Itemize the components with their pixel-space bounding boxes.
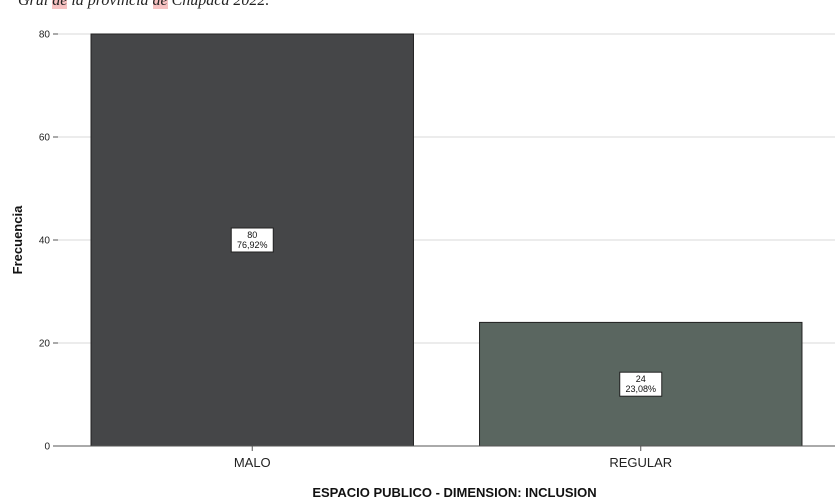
figure-caption: Grul de la provincia de Chupaca 2022. [18, 0, 269, 10]
data-label-box [619, 371, 663, 397]
caption-highlight-2: de [152, 0, 168, 9]
x-axis-title: ESPACIO PUBLICO - DIMENSION: INCLUSION [312, 485, 596, 500]
data-label-count: 80 [247, 230, 257, 240]
y-tick-label: 20 [39, 339, 51, 350]
data-label-box [230, 227, 274, 253]
caption-highlight-1: de [52, 0, 68, 9]
x-axis-ticks: MALO REGULAR [234, 446, 672, 470]
caption-part-3: la provincia [67, 0, 153, 9]
y-tick-label: 40 [39, 236, 51, 247]
y-axis-ticks: 0 20 40 60 80 [39, 30, 58, 453]
data-label-count: 24 [636, 374, 646, 384]
data-label-percent: 76,92% [237, 240, 268, 250]
caption-part-1: Grul [18, 0, 53, 9]
y-axis-title: Frecuencia [10, 205, 25, 274]
y-tick-label: 80 [39, 30, 51, 41]
x-tick-label-regular: REGULAR [609, 455, 672, 470]
bars [90, 33, 803, 447]
y-tick-label: 0 [44, 442, 50, 453]
x-tick-label-malo: MALO [234, 455, 271, 470]
caption-part-5: Chupaca 2022. [167, 0, 270, 9]
data-label-percent: 23,08% [625, 384, 656, 394]
y-tick-label: 60 [39, 133, 51, 144]
